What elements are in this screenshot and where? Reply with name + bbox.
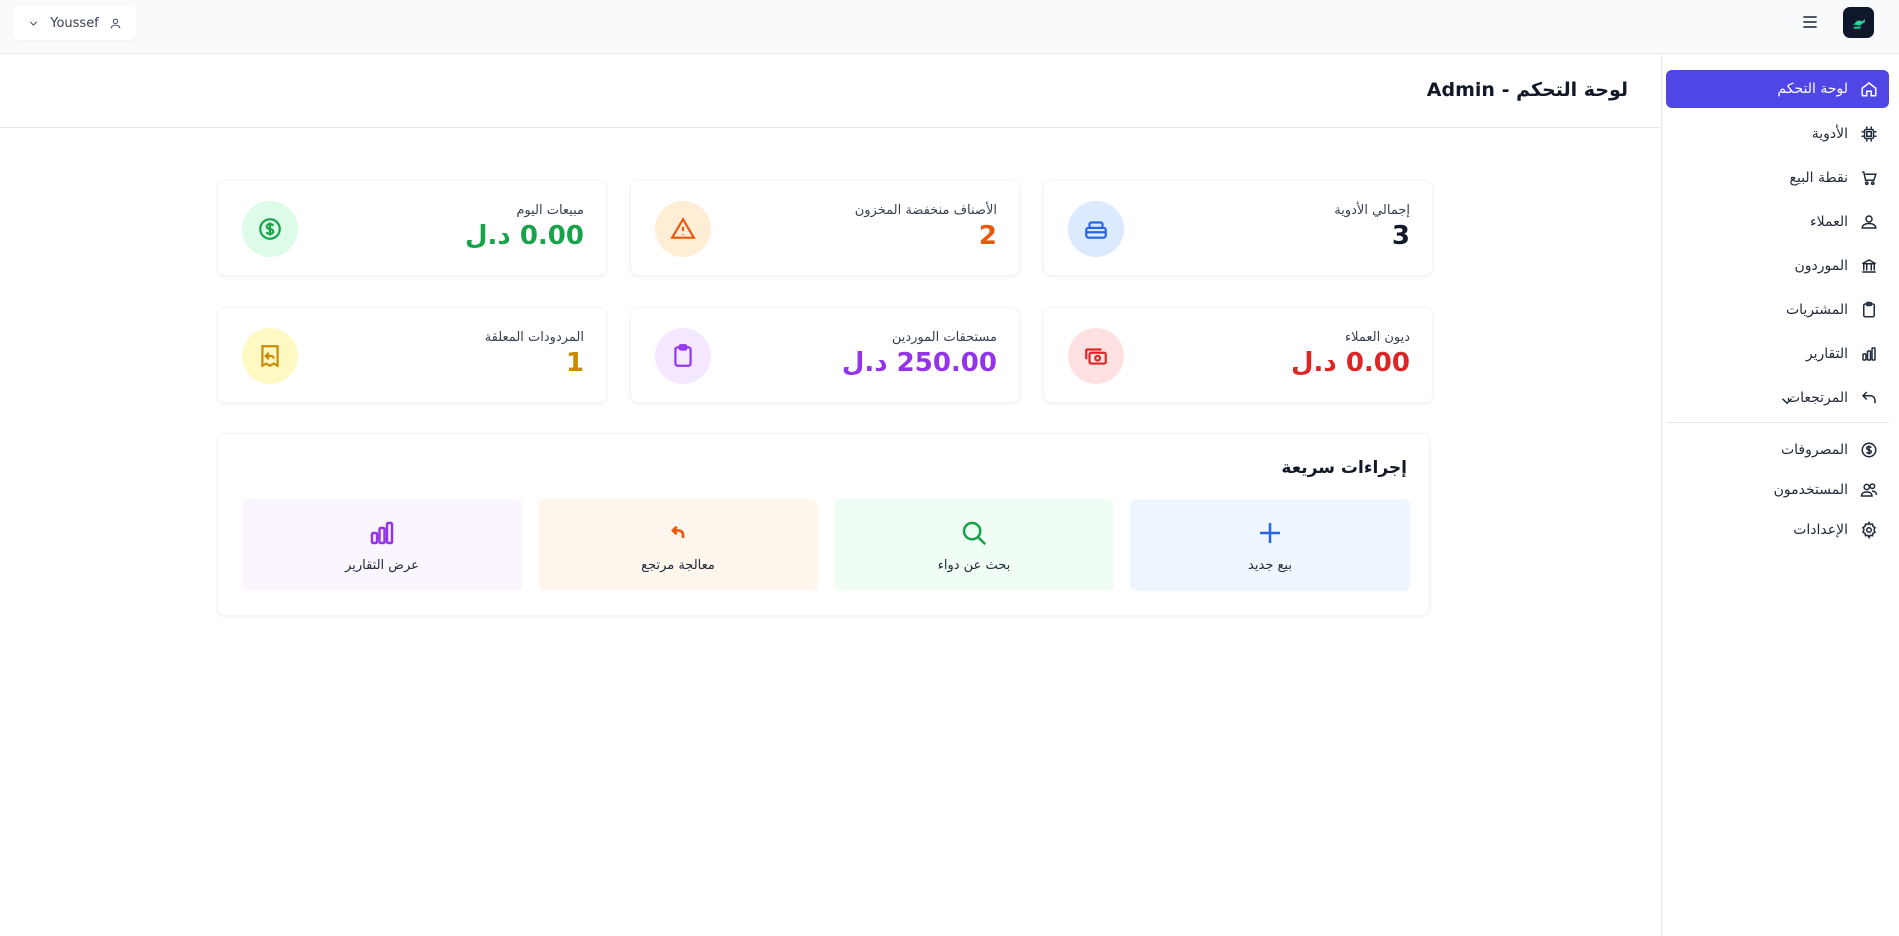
clipboard-icon [1863,301,1875,318]
stat-card-low-stock: الأصناف منخفضة المخزون 2 [630,180,1020,276]
stat-value: 250.00 د.ل [841,348,997,378]
cash-icon [1068,328,1124,384]
pharmacy-logo-icon[interactable] [1843,7,1874,38]
quick-action-label: عرض التقارير [345,557,419,573]
dollar-circle-icon [1861,442,1877,458]
sidebar: لوحة التحكم الأدوية نقطة البيع العملاء ا… [1661,55,1899,936]
stat-value: 2 [978,221,997,251]
sidebar-item-label: الإعدادات [1793,522,1848,538]
user-icon [1861,215,1877,229]
clipboard-icon [655,328,711,384]
sidebar-item-label: العملاء [1810,214,1848,230]
plus-icon [1260,522,1280,543]
bar-chart-icon [1862,347,1876,361]
pill-box-icon [1068,201,1124,257]
chip-icon [1861,126,1877,142]
bank-icon [1861,259,1877,273]
page-header: لوحة التحكم - Admin [0,55,1660,128]
sidebar-item-users[interactable]: المستخدمون [1666,471,1889,509]
stat-value: 0.00 د.ل [465,221,584,251]
chevron-down-icon [30,20,38,26]
process-return-button[interactable]: معالجة مرتجع [538,499,818,591]
sidebar-item-returns[interactable]: المرتجعات [1666,379,1889,417]
sidebar-item-label: المستخدمون [1773,482,1848,498]
chevron-down-icon[interactable] [1778,392,1796,410]
sidebar-item-label: التقارير [1805,346,1848,362]
gear-icon [1862,521,1876,539]
sidebar-item-label: الموردون [1794,258,1848,274]
stat-card-pending-returns: المردودات المعلقة 1 [217,307,607,403]
sidebar-item-label: المشتريات [1785,302,1848,318]
return-arrow-icon [1861,391,1876,404]
dollar-circle-icon [242,201,298,257]
receipt-return-icon [242,328,298,384]
quick-action-label: بحث عن دواء [937,557,1011,573]
home-icon [1861,82,1877,97]
sidebar-item-label: لوحة التحكم [1777,81,1848,97]
stat-label: الأصناف منخفضة المخزون [854,203,997,218]
sidebar-item-suppliers[interactable]: الموردون [1666,247,1889,285]
sidebar-item-reports[interactable]: التقارير [1666,335,1889,373]
user-name: Youssef [50,15,99,31]
stat-card-total-medicines: إجمالي الأدوية 3 [1043,180,1433,276]
quick-actions-title: إجراءات سريعة [1281,458,1407,478]
sidebar-divider [1666,422,1889,423]
sidebar-item-label: المصروفات [1780,442,1848,458]
sidebar-item-label: الأدوية [1811,126,1848,142]
sidebar-item-dashboard[interactable]: لوحة التحكم [1666,70,1889,108]
sidebar-item-pos[interactable]: نقطة البيع [1666,159,1889,197]
stat-label: ديون العملاء [1344,330,1410,345]
sidebar-item-purchases[interactable]: المشتريات [1666,291,1889,329]
top-bar: Youssef [0,0,1899,54]
stat-value: 0.00 د.ل [1291,348,1410,378]
user-menu-button[interactable]: Youssef [13,6,136,40]
stat-value: 3 [1391,221,1410,251]
new-sale-button[interactable]: بيع جديد [1130,499,1410,591]
user-icon [110,18,121,28]
bar-chart-icon [370,521,394,544]
stat-label: إجمالي الأدوية [1334,203,1410,218]
stat-label: المردودات المعلقة [484,330,584,345]
stat-card-today-sales: مبيعات اليوم 0.00 د.ل [217,180,607,276]
sidebar-item-label: المرتجعات [1786,390,1848,406]
stat-card-customer-debts: ديون العملاء 0.00 د.ل [1043,307,1433,403]
sidebar-item-expenses[interactable]: المصروفات [1666,431,1889,469]
page-title: لوحة التحكم - Admin [1426,79,1628,101]
stat-label: مستحقات الموردين [891,330,997,345]
stat-label: مبيعات اليوم [516,203,584,218]
sidebar-item-customers[interactable]: العملاء [1666,203,1889,241]
return-arrow-icon [671,525,685,538]
cart-icon [1862,171,1877,186]
sidebar-item-medicines[interactable]: الأدوية [1666,115,1889,153]
sidebar-item-settings[interactable]: الإعدادات [1666,511,1889,549]
quick-action-label: معالجة مرتجع [641,557,715,573]
quick-actions-panel: إجراءات سريعة بيع جديد بحث عن دواء معالج… [217,433,1430,616]
stat-card-supplier-dues: مستحقات الموردين 250.00 د.ل [630,307,1020,403]
search-icon [962,521,987,545]
search-medicine-button[interactable]: بحث عن دواء [834,499,1114,591]
sidebar-item-label: نقطة البيع [1789,170,1848,186]
stat-value: 1 [565,348,584,378]
warning-icon [655,201,711,257]
quick-action-label: بيع جديد [1248,557,1292,573]
users-icon [1860,483,1878,497]
view-reports-button[interactable]: عرض التقارير [242,499,522,591]
hamburger-icon[interactable] [1800,12,1820,32]
